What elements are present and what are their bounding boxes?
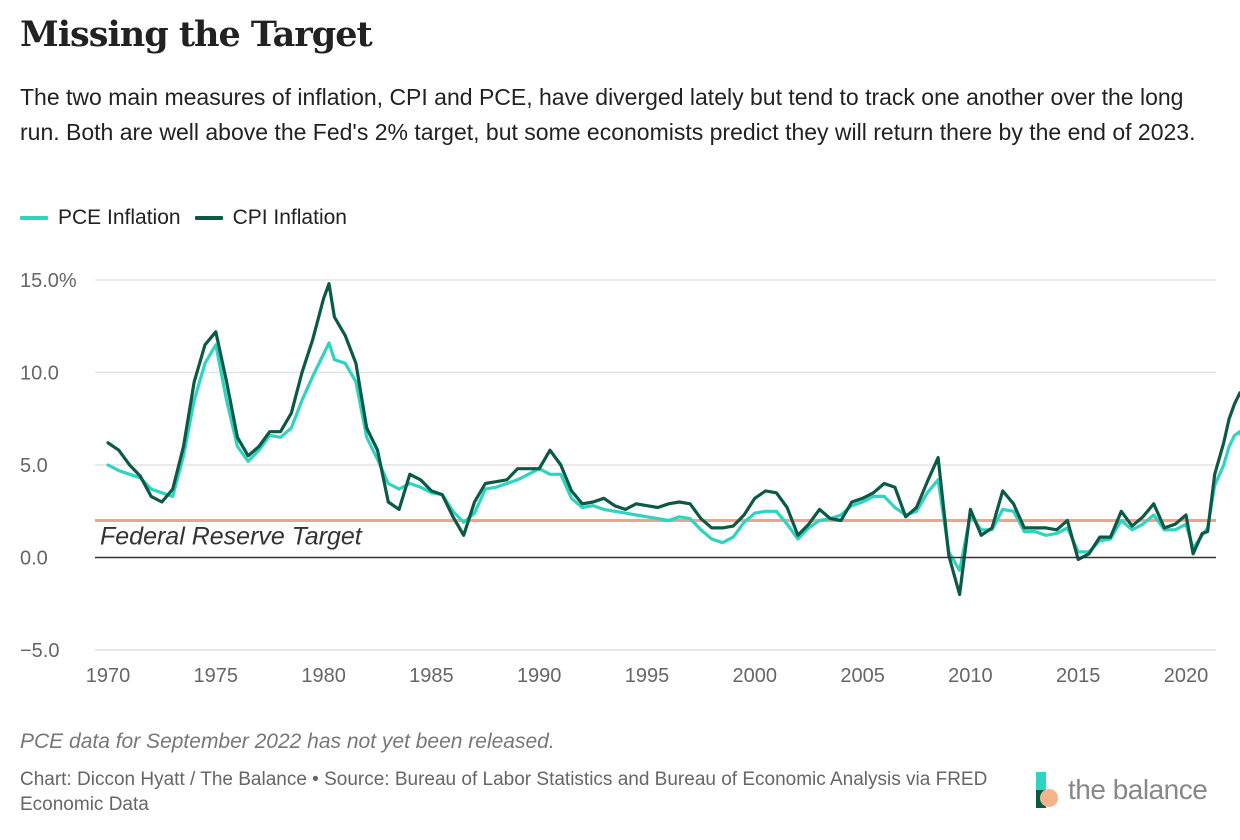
x-tick-label: 1975 [194,665,239,687]
legend-label-pce: PCE Inflation [58,206,181,229]
target-line-group: Federal Reserve Target [95,519,1216,551]
chart-subtitle: The two main measures of inflation, CPI … [20,84,1196,145]
source-credit: Chart: Diccon Hyatt / The Balance • Sour… [20,769,988,815]
y-tick-label: 0.0 [20,548,48,570]
y-tick-label: 5.0 [20,455,48,477]
series-lines [95,282,1240,597]
legend-item-pce: PCE Inflation [20,206,181,230]
legend-label-cpi: CPI Inflation [232,206,347,229]
brand-name: the balance [1068,774,1208,805]
y-tick-label: −5.0 [20,640,59,662]
series-line-cpi [106,282,1240,597]
line-chart: 15.0% 10.0 5.0 0.0 −5.0 1970 1975 1980 1985 1990… [20,270,1240,687]
x-tick-label: 2015 [1056,665,1101,687]
y-tick-label: 10.0 [20,363,59,385]
chart-title: Missing the Target [20,14,373,55]
x-tick-label: 2000 [733,665,778,687]
balance-logo-icon [1036,772,1058,808]
x-tick-label: 1970 [86,665,131,687]
x-tick-label: 2010 [948,665,993,687]
target-label: Federal Reserve Target [100,523,363,551]
x-tick-label: 2005 [840,665,885,687]
legend: PCE Inflation CPI Inflation [20,206,361,230]
series-line-pce [106,341,1240,572]
y-axis: 15.0% 10.0 5.0 0.0 −5.0 [20,270,77,662]
x-tick-label: 1990 [517,665,562,687]
legend-swatch-pce [20,216,48,220]
x-tick-label: 1980 [301,665,346,687]
brand-logo: the balance [1036,772,1208,808]
x-tick-label: 1985 [409,665,454,687]
footnote: PCE data for September 2022 has not yet … [20,730,555,753]
legend-swatch-cpi [194,216,223,220]
x-axis: 1970 1975 1980 1985 1990 1995 2000 2005 2010 2015… [86,665,1209,687]
x-tick-label: 1995 [625,665,670,687]
y-tick-label: 15.0% [20,270,77,292]
gridlines [95,279,1216,651]
legend-item-cpi: CPI Inflation [194,206,347,230]
x-tick-label: 2020 [1164,665,1209,687]
